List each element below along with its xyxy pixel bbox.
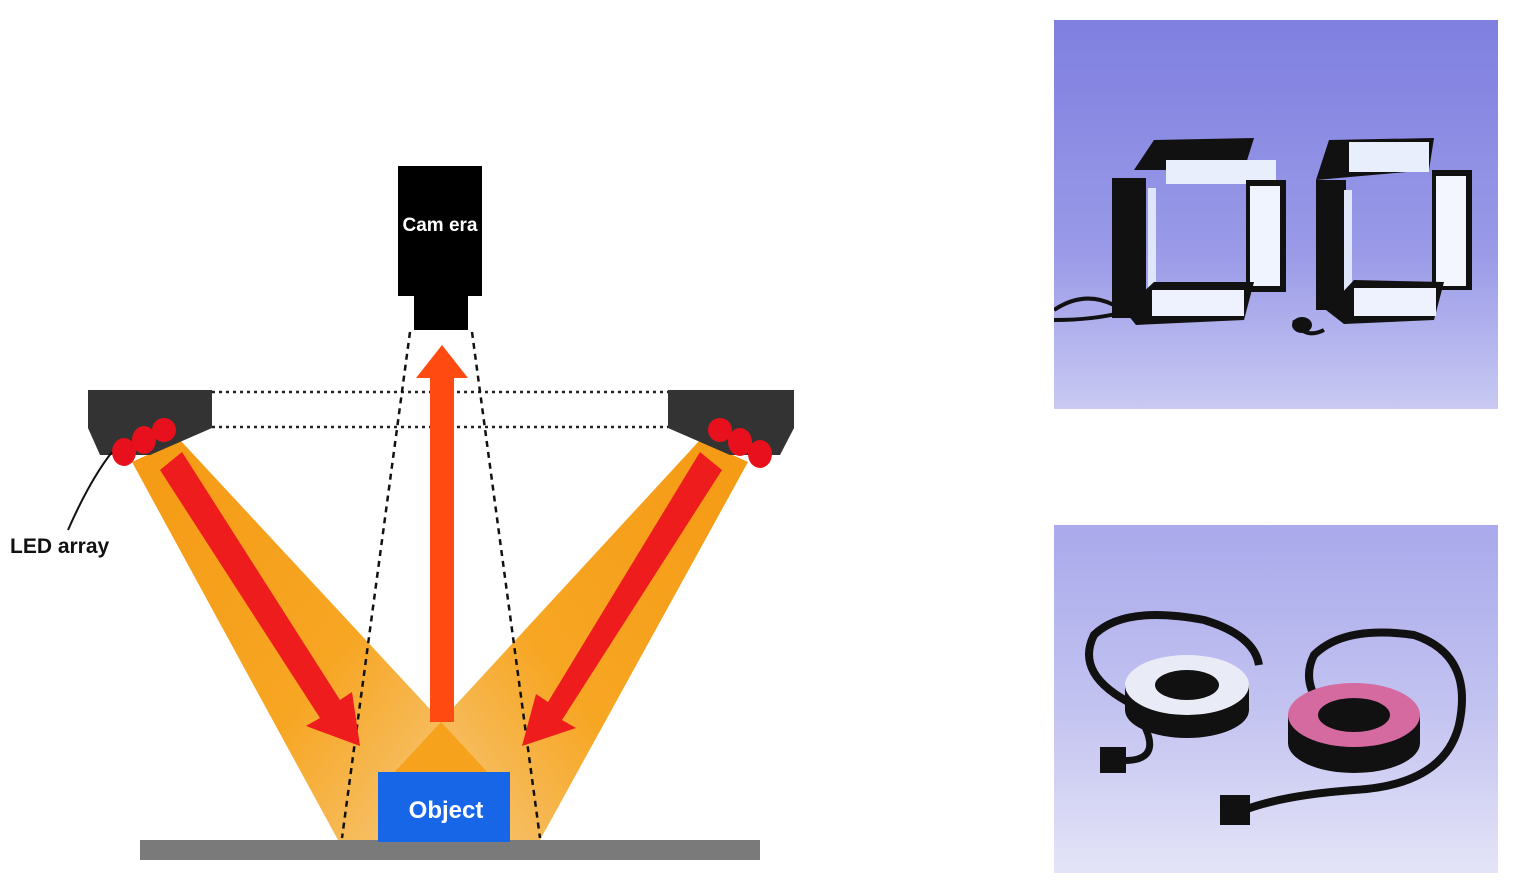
right-led-array bbox=[708, 418, 772, 468]
object-box bbox=[378, 772, 510, 842]
red-ring-light bbox=[1288, 683, 1420, 773]
right-connector bbox=[1220, 795, 1250, 825]
left-connector bbox=[1100, 747, 1126, 773]
fov-left-line bbox=[340, 331, 412, 839]
fov-right-line bbox=[470, 331, 542, 839]
reflected-light-arrow bbox=[416, 345, 468, 722]
camera-lens bbox=[414, 296, 468, 330]
square-led-lights-illustration bbox=[1054, 20, 1498, 409]
dark-field-illumination-diagram: Object LED array Cam era bbox=[10, 166, 794, 860]
floor-surface bbox=[140, 840, 760, 860]
left-square-light bbox=[1112, 138, 1286, 325]
right-square-light bbox=[1316, 138, 1472, 324]
right-housing bbox=[668, 390, 794, 428]
led-array-label: LED array bbox=[10, 535, 110, 558]
left-incident-arrow bbox=[160, 452, 360, 746]
camera-body bbox=[398, 166, 482, 296]
ring-led-lights-illustration bbox=[1054, 525, 1498, 873]
left-led-array bbox=[112, 418, 176, 466]
left-ring-cable bbox=[1085, 611, 1263, 709]
white-ring-light bbox=[1125, 655, 1249, 738]
right-ring-cable bbox=[1242, 628, 1466, 814]
right-incident-arrow bbox=[522, 452, 722, 746]
led-leader-line bbox=[67, 451, 113, 531]
object-label: Object bbox=[409, 797, 484, 824]
left-housing bbox=[88, 390, 212, 428]
square-led-lights-photo bbox=[1054, 20, 1498, 409]
camera-label: Cam era bbox=[403, 215, 478, 236]
ring-led-lights-photo bbox=[1054, 525, 1498, 873]
